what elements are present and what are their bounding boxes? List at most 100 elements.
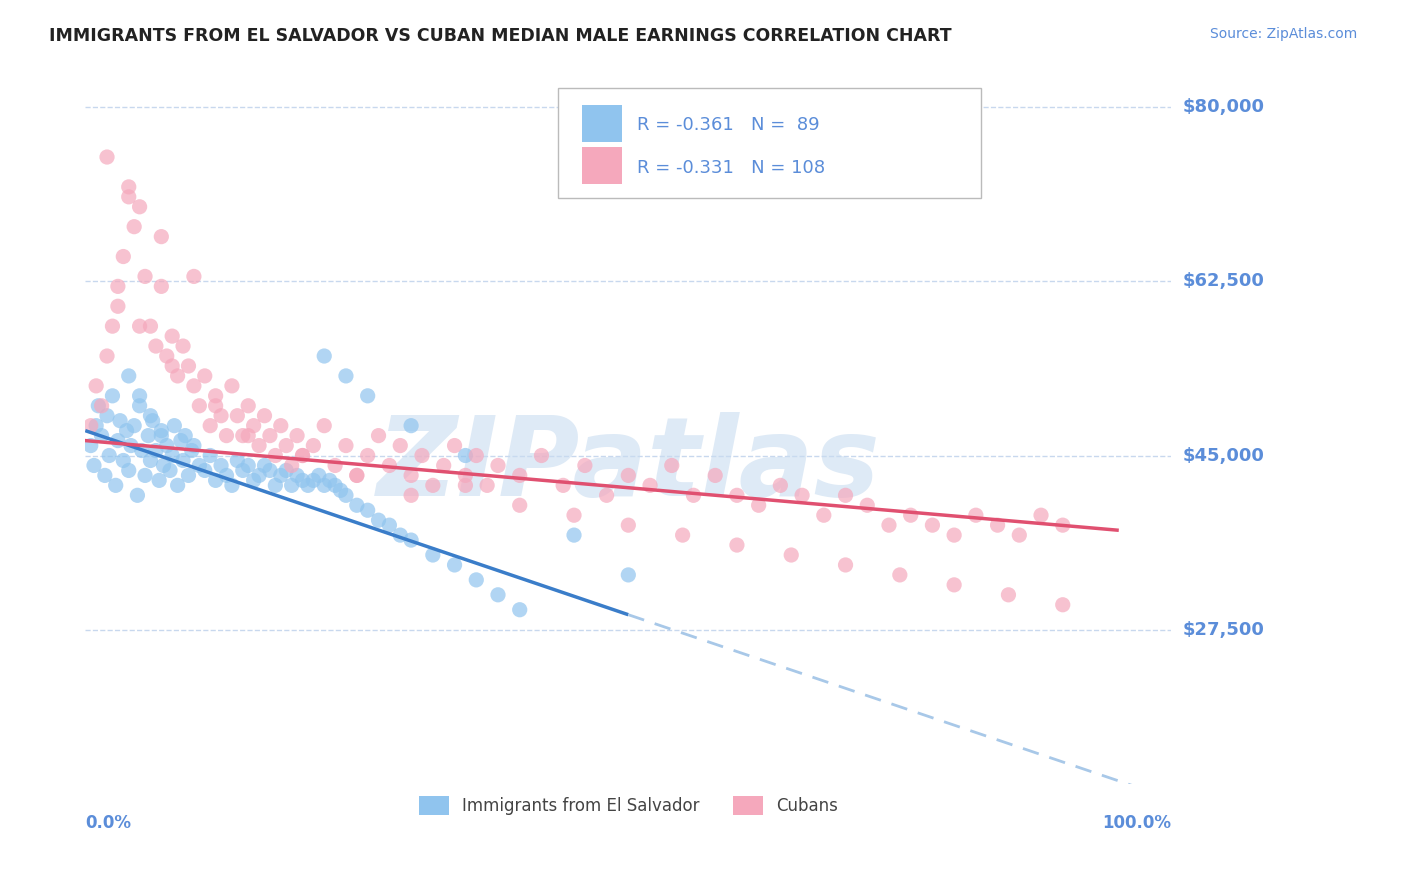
Point bbox=[291, 449, 314, 463]
Point bbox=[399, 488, 422, 502]
Point bbox=[134, 468, 156, 483]
Point bbox=[215, 468, 238, 483]
Point bbox=[367, 428, 389, 442]
Point bbox=[204, 389, 226, 403]
Point bbox=[166, 478, 188, 492]
Point bbox=[725, 488, 748, 502]
Point bbox=[335, 439, 357, 453]
Point bbox=[790, 488, 813, 502]
Point bbox=[748, 498, 770, 512]
Point bbox=[314, 478, 336, 492]
Point bbox=[323, 478, 346, 492]
Point bbox=[270, 418, 292, 433]
Point bbox=[562, 508, 585, 523]
Point bbox=[166, 368, 188, 383]
Point bbox=[174, 428, 197, 442]
Text: 0.0%: 0.0% bbox=[86, 814, 131, 832]
Point bbox=[302, 474, 325, 488]
Point bbox=[96, 150, 118, 164]
Point bbox=[198, 418, 221, 433]
Point bbox=[128, 200, 150, 214]
Point bbox=[389, 439, 412, 453]
Point bbox=[813, 508, 835, 523]
Point bbox=[595, 488, 617, 502]
Point bbox=[84, 379, 107, 393]
Point bbox=[987, 518, 1010, 533]
Point bbox=[94, 468, 117, 483]
Point bbox=[107, 279, 129, 293]
Text: R = -0.331   N = 108: R = -0.331 N = 108 bbox=[637, 159, 825, 177]
Point bbox=[346, 468, 368, 483]
Point bbox=[285, 428, 308, 442]
Point bbox=[80, 418, 103, 433]
Point bbox=[302, 439, 325, 453]
Text: $62,500: $62,500 bbox=[1182, 272, 1264, 291]
Point bbox=[90, 428, 112, 442]
Point bbox=[194, 463, 217, 477]
Point bbox=[127, 488, 149, 502]
Point bbox=[465, 573, 488, 587]
Point bbox=[150, 229, 173, 244]
Point bbox=[139, 453, 162, 467]
Point bbox=[108, 414, 131, 428]
Point bbox=[188, 458, 211, 473]
Point bbox=[329, 483, 352, 498]
Point bbox=[346, 498, 368, 512]
Point bbox=[98, 449, 121, 463]
Point bbox=[177, 468, 200, 483]
Point bbox=[112, 453, 135, 467]
Point bbox=[433, 458, 456, 473]
Point bbox=[170, 434, 193, 448]
Point bbox=[238, 428, 260, 442]
Point bbox=[221, 478, 243, 492]
Point bbox=[101, 319, 124, 334]
Point bbox=[276, 463, 298, 477]
Point bbox=[84, 418, 107, 433]
FancyBboxPatch shape bbox=[582, 147, 621, 184]
Point bbox=[617, 568, 640, 582]
Point bbox=[204, 399, 226, 413]
Point bbox=[661, 458, 683, 473]
Point bbox=[96, 409, 118, 423]
Point bbox=[242, 474, 264, 488]
Point bbox=[163, 418, 186, 433]
Point bbox=[780, 548, 803, 562]
Point bbox=[183, 269, 205, 284]
Point bbox=[232, 428, 254, 442]
Point bbox=[399, 533, 422, 547]
Point bbox=[83, 458, 105, 473]
Point bbox=[921, 518, 943, 533]
Point bbox=[120, 439, 142, 453]
Point bbox=[107, 299, 129, 313]
Point bbox=[128, 319, 150, 334]
Point bbox=[150, 428, 173, 442]
Point bbox=[96, 349, 118, 363]
Point bbox=[682, 488, 704, 502]
Point bbox=[454, 468, 477, 483]
Point bbox=[530, 449, 553, 463]
Point bbox=[291, 449, 314, 463]
Point bbox=[118, 463, 141, 477]
Point bbox=[259, 428, 281, 442]
Point bbox=[112, 250, 135, 264]
Point bbox=[247, 468, 270, 483]
Point bbox=[965, 508, 987, 523]
Point bbox=[638, 478, 661, 492]
Text: Source: ZipAtlas.com: Source: ZipAtlas.com bbox=[1209, 27, 1357, 41]
Point bbox=[80, 439, 103, 453]
Text: $80,000: $80,000 bbox=[1182, 98, 1264, 116]
Point bbox=[139, 409, 162, 423]
Point bbox=[943, 578, 966, 592]
Point bbox=[150, 424, 173, 438]
Point bbox=[475, 478, 498, 492]
Point bbox=[160, 359, 183, 373]
Point bbox=[454, 449, 477, 463]
Point bbox=[411, 449, 433, 463]
Point bbox=[118, 190, 141, 204]
Point bbox=[134, 269, 156, 284]
Point bbox=[1008, 528, 1031, 542]
Point bbox=[617, 468, 640, 483]
Point bbox=[215, 428, 238, 442]
Point bbox=[104, 478, 127, 492]
Point bbox=[101, 389, 124, 403]
